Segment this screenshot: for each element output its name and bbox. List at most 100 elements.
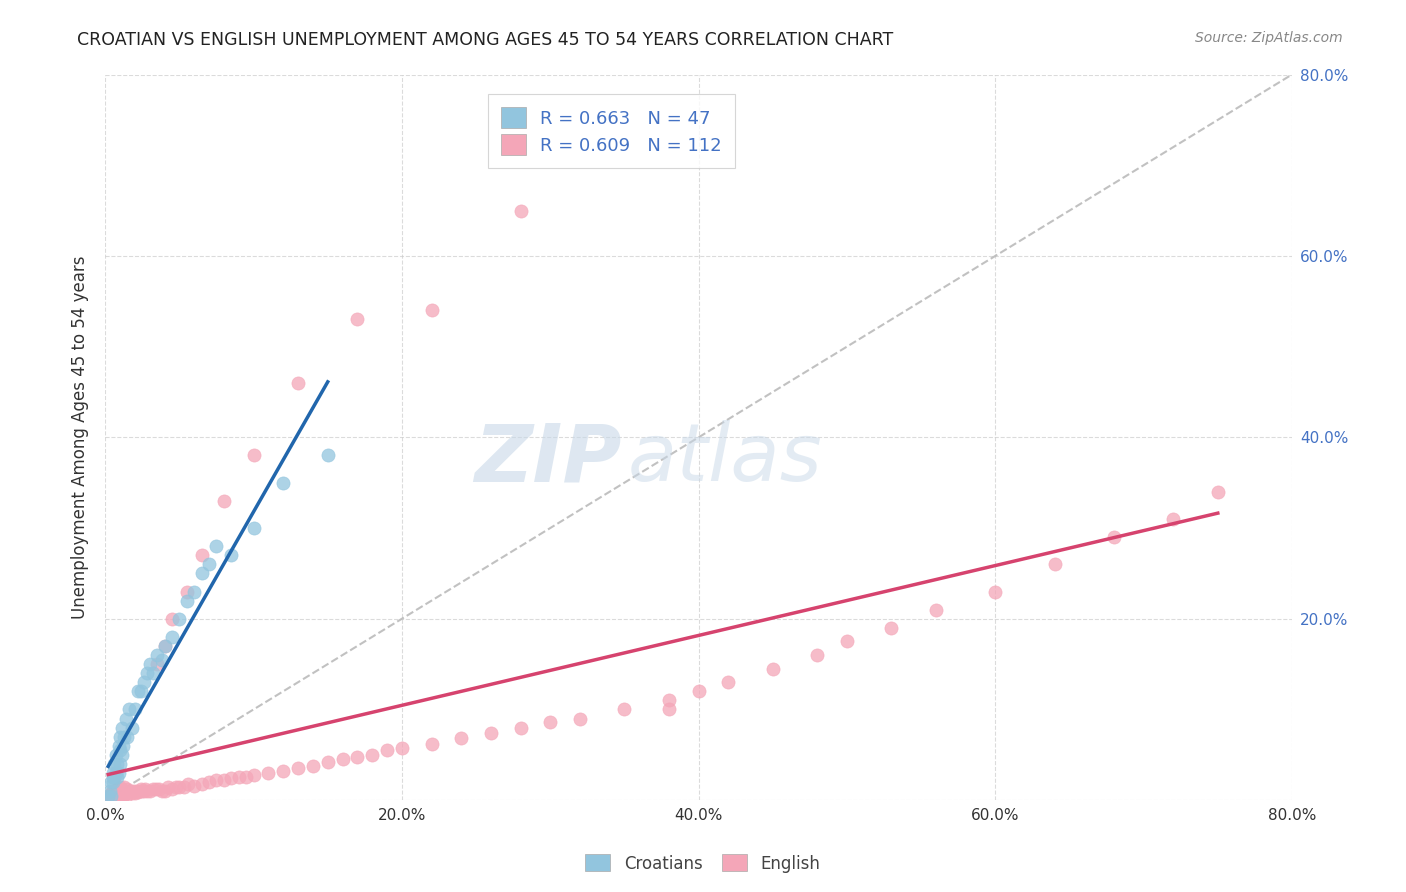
Point bbox=[107, 766, 129, 780]
Point bbox=[104, 786, 127, 800]
Point bbox=[122, 784, 145, 798]
Point bbox=[138, 657, 160, 671]
Point bbox=[127, 785, 149, 799]
Point bbox=[142, 782, 165, 797]
Point bbox=[108, 787, 131, 801]
Point bbox=[242, 521, 264, 535]
Point bbox=[205, 773, 228, 788]
Point bbox=[101, 771, 124, 785]
Point bbox=[450, 731, 472, 746]
Point bbox=[169, 612, 191, 626]
Point bbox=[103, 756, 125, 771]
Point bbox=[108, 789, 131, 804]
Point bbox=[183, 584, 205, 599]
Point bbox=[110, 721, 132, 735]
Point bbox=[212, 773, 235, 788]
Point bbox=[104, 789, 127, 803]
Point bbox=[176, 584, 198, 599]
Point bbox=[984, 584, 1007, 599]
Point bbox=[107, 788, 129, 802]
Point bbox=[169, 780, 191, 794]
Point bbox=[124, 786, 146, 800]
Point bbox=[107, 784, 129, 798]
Point bbox=[925, 602, 948, 616]
Point bbox=[177, 777, 200, 791]
Point bbox=[118, 702, 141, 716]
Point bbox=[420, 737, 443, 751]
Point bbox=[160, 612, 183, 626]
Point bbox=[100, 790, 122, 805]
Point bbox=[105, 789, 128, 804]
Point bbox=[658, 702, 681, 716]
Y-axis label: Unemployment Among Ages 45 to 54 years: Unemployment Among Ages 45 to 54 years bbox=[72, 256, 89, 619]
Point bbox=[128, 784, 150, 798]
Point bbox=[101, 790, 124, 805]
Point bbox=[101, 775, 124, 789]
Legend: Croatians, English: Croatians, English bbox=[579, 847, 827, 880]
Point bbox=[391, 740, 413, 755]
Point bbox=[332, 752, 354, 766]
Point bbox=[105, 787, 128, 801]
Point bbox=[110, 782, 132, 797]
Point bbox=[105, 771, 128, 785]
Point bbox=[103, 784, 125, 798]
Point bbox=[346, 312, 368, 326]
Point bbox=[271, 475, 294, 490]
Point bbox=[375, 743, 398, 757]
Point bbox=[613, 702, 636, 716]
Point bbox=[835, 634, 858, 648]
Point bbox=[97, 789, 120, 803]
Text: Source: ZipAtlas.com: Source: ZipAtlas.com bbox=[1195, 31, 1343, 45]
Point bbox=[221, 548, 243, 562]
Point bbox=[100, 786, 122, 800]
Point bbox=[108, 730, 131, 744]
Point bbox=[101, 787, 124, 801]
Point bbox=[104, 766, 127, 780]
Point bbox=[257, 766, 280, 780]
Point bbox=[146, 648, 169, 662]
Point bbox=[129, 782, 152, 797]
Point bbox=[129, 684, 152, 698]
Point bbox=[132, 784, 155, 798]
Point bbox=[121, 786, 143, 800]
Point bbox=[114, 730, 136, 744]
Point bbox=[103, 771, 125, 785]
Point bbox=[173, 780, 195, 794]
Point bbox=[117, 730, 139, 744]
Point bbox=[111, 739, 134, 753]
Point bbox=[107, 739, 129, 753]
Point bbox=[287, 376, 309, 390]
Point bbox=[316, 755, 339, 769]
Point bbox=[762, 662, 785, 676]
Point bbox=[228, 771, 250, 785]
Point bbox=[104, 747, 127, 762]
Text: atlas: atlas bbox=[627, 420, 823, 498]
Point bbox=[105, 782, 128, 797]
Point bbox=[235, 770, 257, 784]
Point bbox=[111, 784, 134, 798]
Point bbox=[101, 766, 124, 780]
Point bbox=[1206, 484, 1229, 499]
Point bbox=[115, 786, 138, 800]
Point bbox=[287, 761, 309, 775]
Point bbox=[190, 548, 212, 562]
Point bbox=[1043, 558, 1066, 572]
Point bbox=[153, 639, 176, 653]
Point bbox=[242, 768, 264, 782]
Point bbox=[117, 782, 139, 797]
Point bbox=[100, 789, 122, 803]
Point bbox=[688, 684, 710, 698]
Point bbox=[150, 784, 173, 798]
Point bbox=[538, 715, 561, 730]
Point bbox=[509, 721, 531, 735]
Point bbox=[145, 782, 167, 797]
Point bbox=[242, 449, 264, 463]
Point bbox=[100, 775, 122, 789]
Point bbox=[183, 779, 205, 793]
Point bbox=[114, 780, 136, 795]
Point bbox=[156, 780, 179, 795]
Point bbox=[120, 784, 142, 798]
Point bbox=[135, 784, 157, 798]
Point bbox=[108, 784, 131, 798]
Point bbox=[146, 657, 169, 671]
